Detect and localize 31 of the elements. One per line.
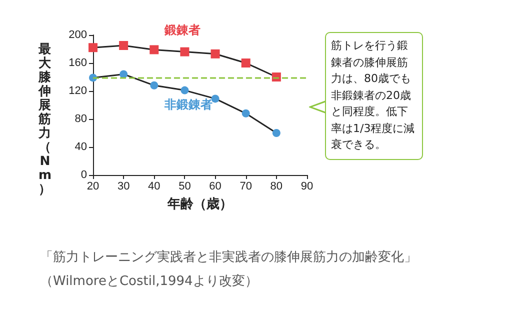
point — [119, 41, 128, 50]
point — [120, 70, 128, 78]
x-tick-label: 80 — [270, 180, 283, 192]
text: （WilmoreとCostil,1994より改変） — [40, 273, 258, 290]
point — [241, 58, 250, 68]
series-label: 非鍛錬者 — [164, 97, 213, 112]
point — [210, 49, 220, 58]
x-axis-title: 年齢（歳） — [166, 196, 232, 211]
text: 「筋力トレーニング実践者と非実践者の膝伸展筋力の加齢変化」 — [40, 249, 417, 266]
point — [180, 47, 190, 56]
y-tick-label: 120 — [68, 85, 87, 97]
x-tick-label: 50 — [178, 180, 191, 192]
x-tick-label: 90 — [300, 180, 314, 192]
point — [242, 109, 250, 118]
y-tick-label: 0 — [80, 169, 87, 181]
point — [88, 43, 98, 52]
point — [272, 129, 280, 137]
x-tick-label: 40 — [148, 180, 160, 192]
x-tick-label: 60 — [209, 180, 222, 192]
y-tick-label: 40 — [74, 141, 87, 153]
y-tick-label: 80 — [74, 113, 87, 125]
x-tick-label: 70 — [240, 180, 252, 192]
point — [150, 45, 159, 54]
x-tick-label: 30 — [117, 180, 130, 192]
series-label: 鍛錬者 — [164, 22, 201, 37]
point — [150, 81, 158, 90]
text: 最大膝伸展筋力（Nm） — [38, 41, 52, 196]
point — [180, 86, 189, 94]
y-tick-label: 160 — [68, 57, 87, 69]
y-tick-label: 200 — [68, 29, 87, 41]
x-tick-label: 20 — [86, 180, 100, 192]
